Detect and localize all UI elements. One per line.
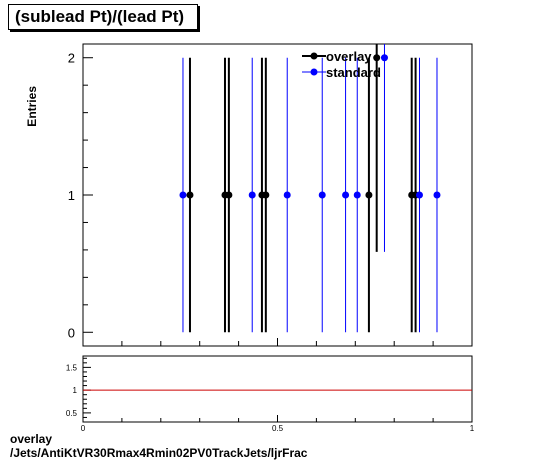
footer-path: /Jets/AntiKtVR30Rmax4Rmin02PV0TrackJets/… [10, 446, 308, 460]
chart-title-box: (sublead Pt)/(lead Pt) [8, 4, 198, 30]
chart-title: (sublead Pt)/(lead Pt) [15, 7, 185, 26]
y-axis-label: Entries [25, 86, 39, 127]
ratio-plot-frame [82, 355, 473, 423]
data-point [380, 54, 388, 62]
data-point [342, 191, 350, 199]
legend-label: standard [326, 65, 381, 80]
ratio-x-tick-label: 1 [470, 424, 475, 433]
ratio-x-tick-label: 0.5 [272, 424, 284, 433]
data-point [433, 191, 441, 199]
y-tick-label: 1 [68, 188, 75, 203]
ratio-x-tick-label: 0 [81, 424, 86, 433]
y-tick-label: 2 [68, 51, 75, 66]
data-point [225, 191, 233, 199]
series-standard [179, 44, 441, 333]
data-point [353, 191, 361, 199]
data-point [186, 191, 194, 199]
data-point [373, 54, 381, 62]
data-point [365, 191, 373, 199]
data-point [415, 191, 423, 199]
legend-marker [310, 52, 318, 60]
data-point [262, 191, 270, 199]
data-point [283, 191, 291, 199]
ratio-y-tick-label: 1 [73, 386, 78, 395]
legend-marker [310, 68, 318, 76]
data-point [318, 191, 326, 199]
ratio-y-tick-label: 0.5 [66, 409, 78, 418]
data-point [179, 191, 187, 199]
legend-label: overlay [326, 49, 372, 64]
y-tick-label: 0 [68, 325, 75, 340]
footer-series-name: overlay [10, 432, 53, 446]
series-overlay [186, 44, 420, 333]
ratio-y-tick-label: 1.5 [66, 363, 78, 372]
data-point [248, 191, 256, 199]
